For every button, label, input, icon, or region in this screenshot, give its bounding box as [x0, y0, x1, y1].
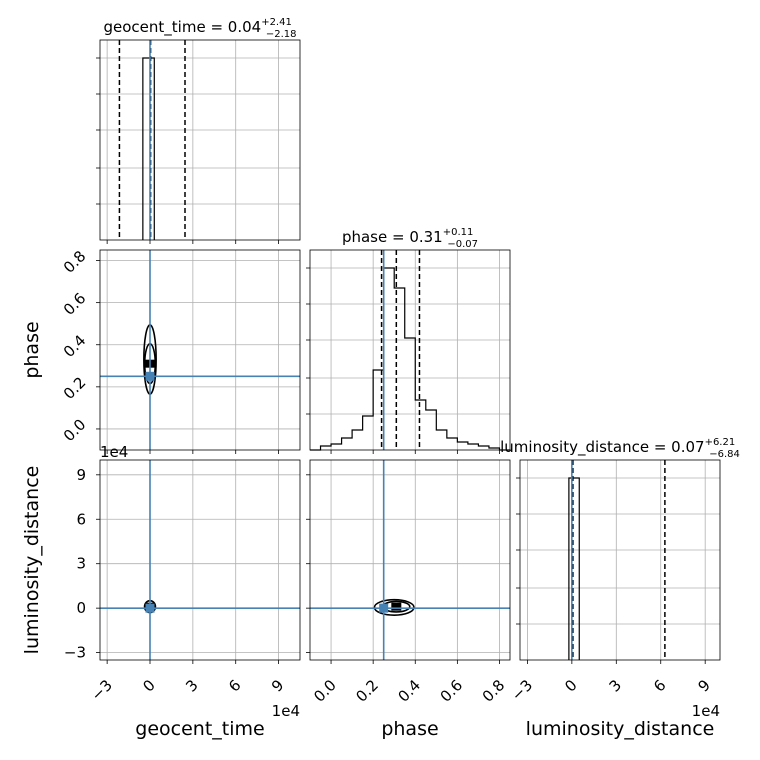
x-tick-label-luminosity_distance: 6 — [650, 676, 669, 695]
panel-frame — [99, 459, 301, 661]
panel-geocent_time-vs-luminosity_distance: −3 0 3 6 9 — [64, 459, 301, 664]
x-tick-label-phase: 0.2 — [352, 676, 382, 706]
x-tick-label-luminosity_distance: −3 — [508, 676, 536, 704]
x-tick-label-geocent_time: 0 — [139, 676, 158, 695]
x-offset-geocent_time: 1e4 — [272, 702, 300, 720]
x-tick-label-phase: 0.0 — [310, 676, 340, 706]
title-plus-error: +0.11 — [443, 227, 474, 238]
x-tick-label-geocent_time: 9 — [268, 676, 287, 695]
x-axis-label-luminosity_distance: luminosity_distance — [526, 718, 715, 740]
panel-geocent_time-vs-phase: 0.0 0.2 0.4 0.6 0.8 — [60, 247, 301, 454]
panel-frame — [519, 459, 721, 661]
title-plus-error: +2.41 — [261, 17, 292, 28]
title-value: luminosity_distance = 0.07 — [500, 438, 704, 457]
truth-marker — [145, 603, 155, 613]
y-tick-label: 9 — [76, 466, 86, 484]
x-tick-label-geocent_time: 3 — [182, 676, 201, 695]
y-tick-label: 0 — [76, 599, 86, 617]
x-axis-label-phase: phase — [381, 718, 438, 740]
panel-frame — [99, 249, 301, 451]
x-tick-label-phase: 0.6 — [437, 676, 467, 706]
panel-frame — [309, 249, 511, 451]
diag-panel-geocent_time: geocent_time = 0.04+2.41 −2.18 — [96, 17, 301, 244]
x-tick-label-phase: 0.4 — [394, 676, 424, 706]
histogram-phase — [310, 267, 510, 451]
x-tick-label-luminosity_distance: 0 — [561, 676, 580, 695]
y-tick-label: 0.2 — [60, 373, 90, 403]
truth-marker — [145, 371, 155, 381]
title-minus-error: −0.07 — [447, 239, 478, 250]
y-tick-label: 6 — [76, 510, 86, 528]
y-offset-luminosity_distance: 1e4 — [100, 443, 128, 461]
y-axis-label-luminosity_distance: luminosity_distance — [21, 466, 43, 655]
x-tick-label-geocent_time: 6 — [225, 676, 244, 695]
title-value: phase = 0.31 — [342, 228, 443, 246]
y-axis-label-phase: phase — [21, 321, 43, 378]
title-geocent_time: geocent_time = 0.04+2.41 −2.18 — [104, 17, 297, 40]
y-tick-label: −3 — [64, 644, 86, 662]
title-plus-error: +6.21 — [705, 437, 736, 448]
diag-panel-phase: phase = 0.31+0.11 −0.07 — [306, 227, 511, 454]
title-minus-error: −2.18 — [266, 29, 297, 40]
histogram-luminosity_distance — [568, 477, 580, 660]
truth-marker — [379, 603, 389, 613]
x-tick-label-luminosity_distance: 9 — [695, 676, 714, 695]
y-tick-label: 3 — [76, 555, 86, 573]
panel-phase-vs-luminosity_distance — [306, 459, 511, 664]
x-tick-label-phase: 0.8 — [479, 676, 509, 706]
title-luminosity_distance: luminosity_distance = 0.07+6.21 −6.84 — [500, 437, 740, 460]
panel-frame — [309, 459, 511, 661]
title-value: geocent_time = 0.04 — [104, 18, 262, 37]
y-tick-label: 0.6 — [60, 289, 90, 319]
x-offset-luminosity_distance: 1e4 — [692, 702, 720, 720]
x-tick-label-luminosity_distance: 3 — [606, 676, 625, 695]
x-axis-label-geocent_time: geocent_time — [135, 718, 264, 740]
density-core — [391, 602, 402, 611]
x-tick-label-geocent_time: −3 — [88, 676, 116, 704]
diag-panel-luminosity_distance: luminosity_distance = 0.07+6.21 −6.84 — [500, 437, 740, 664]
panel-frame — [99, 39, 301, 241]
histogram-geocent_time — [142, 57, 155, 240]
title-minus-error: −6.84 — [709, 449, 740, 460]
title-phase: phase = 0.31+0.11 −0.07 — [342, 227, 478, 250]
y-tick-label: 0.0 — [60, 416, 90, 446]
y-tick-label: 0.8 — [60, 247, 90, 277]
y-tick-label: 0.4 — [60, 331, 90, 361]
